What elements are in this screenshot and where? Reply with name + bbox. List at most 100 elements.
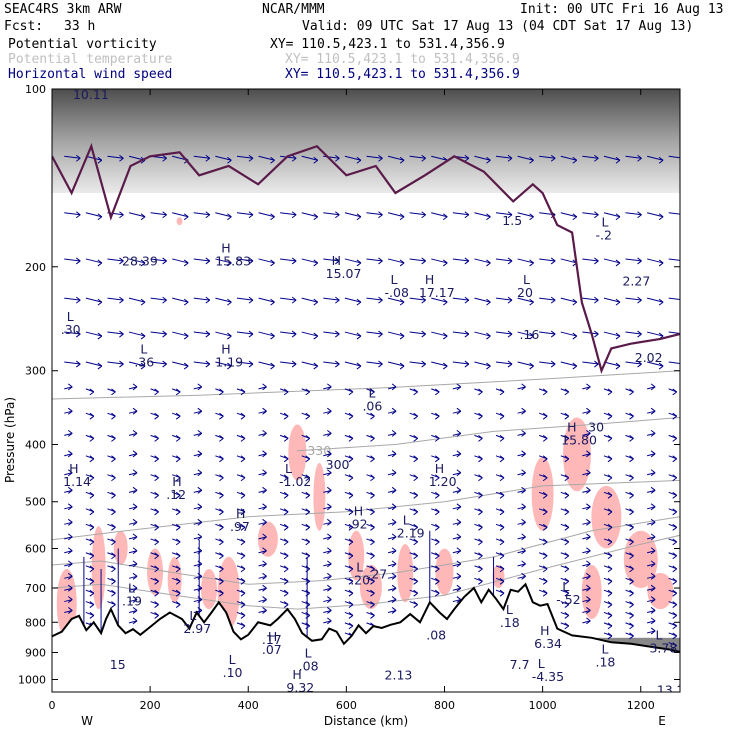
wind-vector bbox=[323, 620, 332, 624]
wind-vector bbox=[344, 258, 362, 264]
wind-vector bbox=[431, 155, 448, 161]
wind-vector bbox=[215, 212, 232, 218]
x-axis-title: Distance (km) bbox=[324, 714, 408, 728]
wind-vector bbox=[474, 331, 491, 337]
pv-extremum-marker: L bbox=[305, 645, 312, 660]
wind-vector bbox=[517, 361, 534, 367]
wind-arrowhead bbox=[154, 388, 159, 396]
wind-arrowhead bbox=[594, 330, 599, 338]
wind-arrowhead bbox=[335, 360, 340, 368]
wind-vector bbox=[344, 155, 362, 161]
wind-arrowhead bbox=[594, 296, 599, 304]
wind-arrowhead bbox=[183, 362, 189, 370]
wind-arrowhead bbox=[421, 330, 426, 338]
wind-vector bbox=[193, 258, 210, 262]
wind-arrowhead bbox=[132, 572, 138, 580]
wind-vector bbox=[258, 212, 275, 218]
wind-vector bbox=[258, 521, 267, 525]
wind-vector bbox=[64, 489, 73, 493]
wind-arrowhead bbox=[111, 577, 116, 585]
pv-extremum-value: 30 bbox=[588, 419, 604, 434]
wind-arrowhead bbox=[89, 565, 95, 573]
wind-arrowhead bbox=[607, 612, 613, 619]
wind-vector bbox=[603, 155, 621, 161]
wind-vector bbox=[301, 297, 318, 303]
wind-arrowhead bbox=[456, 503, 462, 511]
wind-arrowhead bbox=[564, 552, 570, 560]
wind-arrowhead bbox=[456, 572, 462, 580]
wind-arrowhead bbox=[499, 388, 505, 396]
wind-vector bbox=[517, 386, 526, 390]
wind-arrowhead bbox=[111, 474, 116, 482]
wind-arrowhead bbox=[672, 552, 678, 560]
wind-arrowhead bbox=[327, 450, 332, 458]
wind-arrowhead bbox=[521, 486, 526, 494]
wind-arrowhead bbox=[197, 503, 203, 511]
wind-arrowhead bbox=[672, 538, 678, 546]
wind-vector bbox=[193, 489, 202, 493]
wind-arrowhead bbox=[175, 538, 181, 546]
wind-arrowhead bbox=[529, 298, 534, 306]
wind-arrowhead bbox=[291, 154, 297, 162]
wind-arrowhead bbox=[607, 491, 613, 499]
wind-vector bbox=[107, 297, 124, 301]
wind-vector bbox=[128, 587, 138, 591]
wind-arrowhead bbox=[629, 538, 634, 546]
y-tick-label: 800 bbox=[25, 616, 46, 629]
wind-arrowhead bbox=[486, 156, 491, 164]
wind-arrowhead bbox=[564, 565, 570, 573]
wind-arrowhead bbox=[650, 607, 656, 614]
wind-vector bbox=[625, 361, 642, 365]
wind-arrowhead bbox=[162, 360, 167, 368]
wind-arrowhead bbox=[205, 211, 211, 219]
stratosphere-band bbox=[52, 89, 680, 193]
wind-vector bbox=[323, 432, 332, 436]
wind-vector bbox=[387, 536, 397, 540]
tropopause-line bbox=[52, 142, 680, 375]
wind-arrowhead bbox=[681, 331, 685, 337]
wind-arrowhead bbox=[486, 213, 491, 221]
pv-extremum-value: -1.02 bbox=[279, 474, 311, 489]
pv-extremum-value: .27 bbox=[367, 567, 387, 582]
wind-arrowhead bbox=[650, 560, 656, 568]
wind-vector bbox=[193, 506, 202, 510]
wind-vector bbox=[625, 155, 642, 159]
wind-arrowhead bbox=[270, 362, 275, 370]
wind-arrowhead bbox=[75, 154, 81, 162]
field-name-theta: Potential temperature bbox=[8, 52, 173, 67]
wind-vector bbox=[323, 453, 332, 457]
wind-arrowhead bbox=[175, 565, 181, 573]
wind-arrowhead bbox=[499, 474, 505, 482]
wind-vector bbox=[64, 453, 73, 457]
wind-arrowhead bbox=[413, 508, 418, 516]
wind-arrowhead bbox=[75, 296, 81, 304]
wind-vector bbox=[193, 521, 202, 525]
wind-arrowhead bbox=[586, 547, 591, 555]
wind-vector bbox=[366, 331, 383, 335]
wind-vector bbox=[258, 587, 267, 591]
wind-arrowhead bbox=[313, 156, 319, 164]
wind-vector bbox=[258, 155, 275, 161]
wind-arrowhead bbox=[637, 154, 642, 162]
wind-vector bbox=[647, 550, 656, 554]
wind-arrowhead bbox=[615, 213, 621, 221]
wind-vector bbox=[215, 155, 232, 161]
wind-arrowhead bbox=[564, 491, 570, 499]
wind-vector bbox=[452, 258, 469, 262]
wind-vector bbox=[647, 521, 656, 525]
wind-arrowhead bbox=[227, 259, 232, 267]
wind-vector bbox=[323, 386, 332, 390]
pv-extremum-marker: H bbox=[435, 461, 444, 476]
wind-arrowhead bbox=[67, 547, 73, 555]
wind-arrowhead bbox=[521, 503, 526, 511]
wind-arrowhead bbox=[413, 589, 418, 597]
wind-arrowhead bbox=[607, 632, 613, 640]
wind-arrowhead bbox=[197, 407, 203, 415]
wind-arrowhead bbox=[486, 362, 491, 370]
wind-vector bbox=[647, 506, 656, 510]
wind-arrowhead bbox=[111, 434, 116, 442]
pv-extremum-value: 2.19 bbox=[397, 526, 425, 541]
wind-arrowhead bbox=[132, 584, 138, 592]
wind-vector bbox=[323, 489, 332, 493]
wind-vector bbox=[64, 297, 81, 301]
